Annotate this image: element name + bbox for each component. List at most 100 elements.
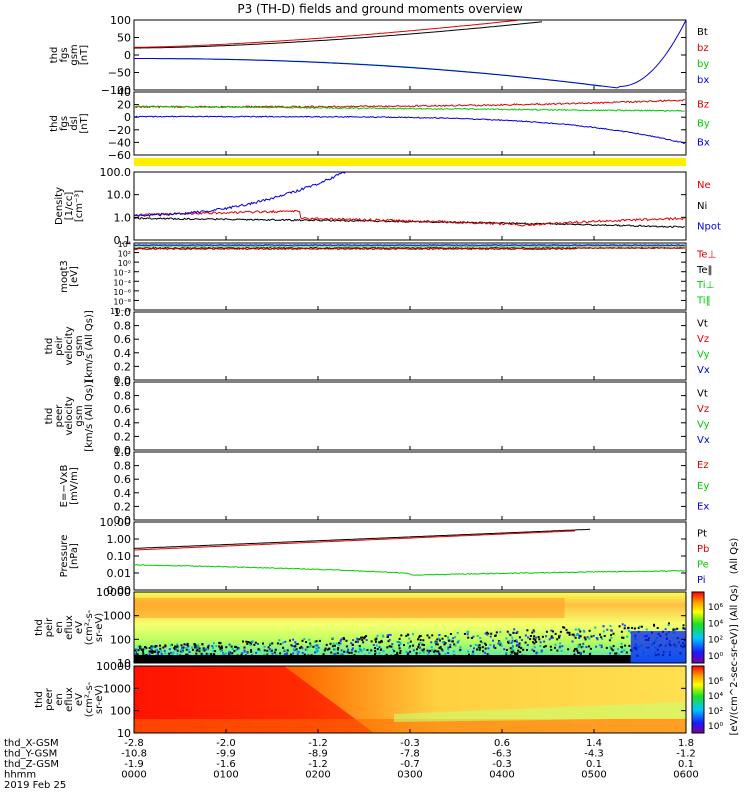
ion-noise-pixel: [506, 630, 509, 633]
ion-noise-pixel: [306, 646, 309, 649]
ion-noise-pixel: [612, 645, 615, 648]
ion-noise-pixel: [386, 646, 389, 649]
ion-noise-pixel: [640, 625, 643, 628]
y-tick-label: −50: [108, 67, 131, 80]
legend-Vy: Vy: [697, 350, 710, 361]
ion-noise-pixel: [339, 640, 342, 642]
ion-noise-pixel: [396, 641, 399, 644]
ion-noise-pixel: [575, 647, 578, 650]
y-axis-label: [km/s (All Qs)]: [84, 380, 95, 452]
ion-noise-pixel: [316, 649, 319, 652]
ion-noise-pixel: [656, 627, 659, 629]
ion-noise-pixel: [155, 645, 158, 648]
ion-noise-pixel: [439, 646, 442, 649]
ion-noise-pixel: [436, 650, 439, 653]
ion-noise-pixel: [271, 652, 274, 655]
ion-noise-pixel: [241, 652, 244, 655]
y-tick-label: 0.6: [114, 473, 132, 486]
ion-noise-pixel: [168, 652, 171, 655]
y-tick-label: 1000: [103, 682, 131, 695]
ion-noise-pixel: [400, 634, 403, 637]
ion-noise-pixel: [508, 632, 511, 635]
ion-noise-pixel: [560, 649, 563, 652]
ion-noise-pixel: [444, 652, 447, 655]
ion-noise-pixel: [610, 634, 613, 637]
ion-noise-pixel: [375, 652, 378, 654]
ion-noise-pixel: [469, 644, 472, 647]
ion-noise-pixel: [337, 644, 340, 647]
axis-tick-label: 0100: [213, 770, 238, 781]
ion-noise-pixel: [374, 638, 377, 641]
ion-noise-pixel: [267, 646, 270, 649]
ion-noise-pixel: [674, 628, 677, 631]
y-tick-label: 10⁻²: [113, 269, 131, 278]
ion-noise-pixel: [427, 651, 430, 654]
ion-noise-pixel: [599, 633, 601, 636]
ion-noise-pixel: [325, 643, 328, 646]
ion-noise-pixel: [559, 642, 562, 645]
axis-tick-label: -10.8: [121, 749, 147, 760]
ion-noise-pixel: [351, 643, 354, 646]
ion-noise-pixel: [579, 635, 582, 638]
ion-noise-pixel: [583, 636, 586, 639]
ion-noise-pixel: [602, 625, 605, 628]
axis-row-label: thd_Z-GSM: [4, 759, 59, 770]
ion-noise-pixel: [406, 633, 409, 636]
ion-noise-pixel: [398, 647, 401, 650]
ion-noise-pixel: [606, 628, 609, 631]
ion-noise-pixel: [243, 646, 246, 649]
ion-noise-pixel: [388, 638, 391, 641]
ion-noise-pixel: [362, 641, 365, 644]
panel-density: 100.0 10.0 1.0 0.1 Density [1/cc] [cm⁻³] Ne Ni Np…: [54, 166, 721, 247]
y-tick-label: 10⁴: [118, 240, 131, 249]
ion-noise-pixel: [156, 653, 159, 656]
ion-noise-pixel: [201, 643, 204, 646]
ion-noise-pixel: [533, 630, 536, 633]
ion-noise-pixel: [577, 646, 580, 648]
ion-noise-pixel: [296, 643, 299, 645]
ion-noise-pixel: [595, 645, 598, 648]
ion-noise-pixel: [249, 644, 252, 646]
ion-noise-pixel: [520, 647, 523, 650]
colorbar-tick-label: 10²: [708, 636, 723, 646]
ion-noise-pixel: [185, 653, 188, 656]
ion-noise-pixel: [292, 652, 295, 655]
ion-noise-pixel: [315, 650, 318, 653]
ion-noise-pixel: [276, 642, 279, 645]
legend-Te‖: Te‖: [696, 265, 713, 276]
ion-noise-pixel: [544, 645, 547, 648]
flag-bar: [134, 158, 686, 166]
ion-noise-pixel: [582, 642, 585, 645]
y-tick-label: 10²: [118, 250, 131, 259]
electron-green-band: [394, 702, 686, 722]
ion-noise-pixel: [535, 652, 538, 655]
ion-noise-pixel: [430, 646, 433, 648]
ion-noise-pixel: [624, 644, 627, 647]
ion-noise-pixel: [580, 646, 583, 649]
ion-noise-pixel: [255, 651, 258, 654]
ion-noise-pixel: [512, 631, 515, 634]
ion-noise-pixel: [257, 648, 260, 651]
axis-tick-label: -6.3: [492, 749, 512, 760]
ion-noise-pixel: [574, 636, 577, 639]
ion-noise-pixel: [476, 648, 478, 651]
colorbar: [691, 665, 705, 734]
line-bz: [134, 19, 519, 48]
colorbar-tick-label: 10⁰: [708, 722, 723, 732]
axis-tick-label: 0.1: [678, 759, 694, 770]
axis-tick-label: 1.4: [586, 738, 602, 749]
ion-noise-pixel: [324, 647, 327, 650]
ion-noise-pixel: [253, 643, 256, 646]
ion-noise-pixel: [598, 644, 601, 647]
panel-frame: [133, 242, 687, 311]
y-tick-label: 100.0: [100, 166, 132, 179]
ion-noise-pixel: [274, 648, 277, 651]
ion-noise-pixel: [631, 626, 634, 629]
ion-noise-pixel: [518, 636, 521, 639]
ion-noise-pixel: [159, 647, 162, 650]
y-axis-label: en: [54, 693, 65, 706]
ion-noise-pixel: [341, 653, 344, 656]
legend-Ti⊥: Ti⊥: [696, 280, 714, 291]
ion-noise-pixel: [363, 648, 366, 651]
ion-noise-pixel: [511, 646, 514, 649]
